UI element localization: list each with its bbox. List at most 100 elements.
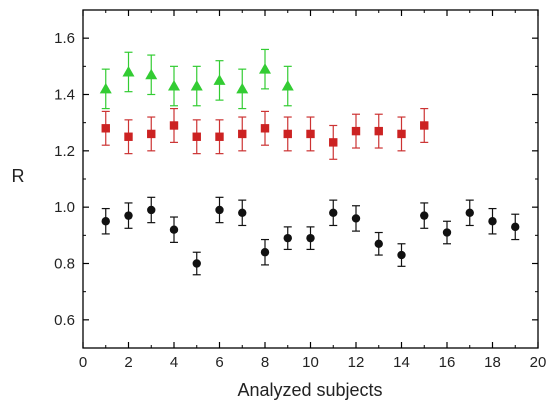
circle-marker xyxy=(192,259,201,268)
circle-marker xyxy=(351,214,361,223)
data-point xyxy=(488,207,497,235)
square-marker xyxy=(215,132,224,141)
triangle-marker xyxy=(168,80,180,91)
square-marker xyxy=(351,126,361,136)
series-layer xyxy=(99,48,520,276)
x-tick-label: 16 xyxy=(439,354,456,371)
data-point xyxy=(122,51,135,93)
data-point xyxy=(397,116,406,152)
data-point xyxy=(465,199,474,227)
data-point xyxy=(101,207,110,235)
data-point xyxy=(329,199,338,227)
circle-marker xyxy=(124,211,133,220)
data-point xyxy=(259,48,271,90)
x-tick-label: 4 xyxy=(170,354,178,371)
data-point xyxy=(192,119,201,155)
x-tick-label: 2 xyxy=(124,354,132,371)
y-tick-label: 1.6 xyxy=(54,30,75,47)
circle-marker xyxy=(488,217,497,226)
x-tick-label: 0 xyxy=(79,354,87,371)
circle-marker xyxy=(465,208,474,217)
data-point xyxy=(281,65,294,107)
square-marker xyxy=(147,129,156,139)
circle-marker xyxy=(374,239,383,248)
x-tick-label: 14 xyxy=(393,354,410,371)
data-point xyxy=(215,196,224,224)
data-point xyxy=(374,113,383,149)
y-tick-label: 1.2 xyxy=(54,143,75,160)
data-point xyxy=(169,216,179,243)
data-point xyxy=(442,220,452,245)
data-point xyxy=(511,213,520,241)
square-marker xyxy=(397,129,406,139)
circle-marker xyxy=(147,205,156,215)
data-point xyxy=(420,107,429,143)
data-point xyxy=(168,65,180,107)
square-marker xyxy=(306,129,315,139)
data-point xyxy=(260,110,270,146)
triangle-marker xyxy=(259,63,271,74)
data-point xyxy=(169,107,179,143)
x-tick-label: 8 xyxy=(261,354,269,371)
circle-marker xyxy=(442,228,452,237)
square-marker xyxy=(169,121,179,130)
data-point xyxy=(351,205,361,232)
data-point xyxy=(124,202,133,229)
x-axis-title: Analyzed subjects xyxy=(237,380,382,400)
triangle-marker xyxy=(281,80,294,91)
circle-marker xyxy=(101,217,110,226)
series-circle xyxy=(101,196,520,276)
circle-marker xyxy=(511,222,520,232)
data-point xyxy=(420,202,429,229)
data-point xyxy=(351,113,361,149)
circle-marker xyxy=(420,211,429,220)
x-tick-label: 6 xyxy=(215,354,223,371)
circle-marker xyxy=(169,225,179,234)
square-marker xyxy=(124,132,133,141)
data-point xyxy=(190,65,203,107)
data-point xyxy=(147,116,156,152)
square-marker xyxy=(420,121,429,130)
y-tick-label: 0.8 xyxy=(54,256,75,273)
data-point xyxy=(283,226,292,251)
circle-marker xyxy=(306,233,315,243)
data-point xyxy=(397,243,406,267)
series-square xyxy=(101,107,429,160)
square-marker xyxy=(329,138,338,147)
circle-marker xyxy=(283,233,292,243)
series-triangle xyxy=(99,48,294,110)
circle-marker xyxy=(329,208,338,217)
data-point xyxy=(147,196,156,224)
data-point xyxy=(192,251,201,276)
data-point xyxy=(283,116,292,152)
data-point xyxy=(236,68,249,110)
axis-layer: 0 2 4 6 8 10 12 14 16 18 20 0.6 0.8 1.0 1.2 1.4 1.6 xyxy=(54,9,546,371)
y-tick-label: 1.0 xyxy=(54,199,75,216)
data-point xyxy=(260,238,270,266)
data-point xyxy=(238,116,247,152)
data-point xyxy=(145,54,158,96)
data-point xyxy=(329,124,338,160)
data-point xyxy=(215,119,224,155)
x-tick-label: 18 xyxy=(484,354,501,371)
triangle-marker xyxy=(99,82,112,94)
square-marker xyxy=(260,124,270,133)
data-point xyxy=(306,116,315,152)
triangle-marker xyxy=(145,68,158,80)
x-tick-label: 10 xyxy=(302,354,319,371)
y-tick-label: 0.6 xyxy=(54,312,75,329)
circle-marker xyxy=(238,208,247,217)
square-marker xyxy=(374,126,383,136)
triangle-marker xyxy=(190,80,203,91)
x-tick-label: 12 xyxy=(348,354,365,371)
y-tick-label: 1.4 xyxy=(54,87,75,104)
data-point xyxy=(213,60,226,101)
circle-marker xyxy=(397,250,406,260)
data-point xyxy=(238,199,247,227)
square-marker xyxy=(283,129,292,139)
data-point xyxy=(101,110,110,146)
square-marker xyxy=(192,132,201,141)
triangle-marker xyxy=(213,74,226,85)
